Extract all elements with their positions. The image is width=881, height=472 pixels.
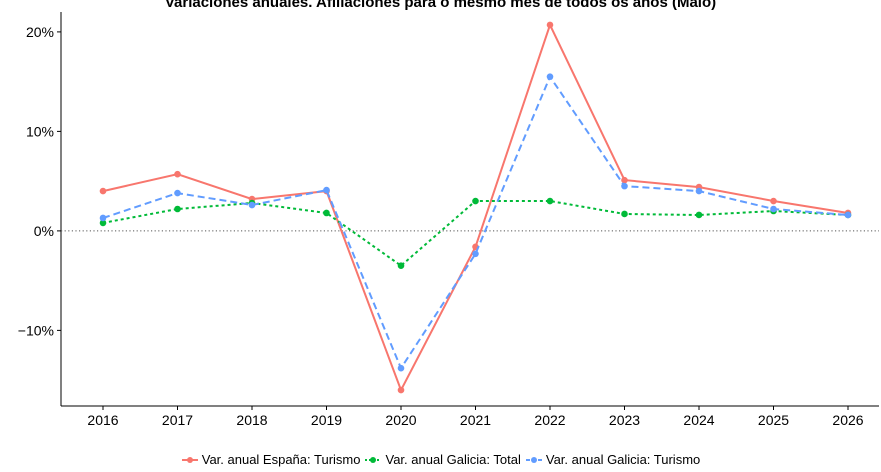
series-2-point [397,262,405,270]
series-3-point [546,73,554,80]
x-tick-label: 2026 [832,412,863,428]
legend-label: Var. anual Galicia: Turismo [545,452,701,467]
series-3-point [472,250,479,258]
series-3-point [99,214,107,222]
x-tick-label: 2018 [236,412,267,428]
series-2-point [174,205,181,213]
y-tick-label: 10% [26,123,54,139]
legend-label: Var. anual Galicia: Total [385,452,521,467]
series-2-point [621,210,628,218]
series-3-point [695,187,703,195]
series-2-point [695,211,703,219]
y-tick-label: −10% [18,322,54,338]
legend-key [525,456,542,463]
series-1-point [99,187,107,195]
x-tick-label: 2016 [87,412,118,428]
series-1-point [770,197,777,205]
line-chart: 20% 10% 0% −10% 2016 2017 2018 2019 2020 2021 2022… [18,12,879,428]
x-tick-label: 2024 [683,412,714,428]
series-3-point [397,364,405,372]
series-1-point [397,386,405,394]
legend: Var. anual España: Turismo Var. anual Gal… [0,452,881,468]
series-3-point [844,211,852,219]
series-1-point [174,170,181,178]
legend-key [365,456,382,463]
series-3-point [323,186,330,194]
series-3-point [621,182,628,190]
chart-title: Variaciones anuales. Afiliaciones para o… [164,0,717,11]
x-tick-label: 2020 [385,412,416,428]
legend-key [181,456,198,463]
x-tick-label: 2021 [460,412,491,428]
series-2-point [323,209,330,217]
series-1-point [546,21,554,29]
x-tick-label: 2025 [758,412,789,428]
series-2-point [99,219,107,227]
series-2-point [546,197,554,205]
x-tick-label: 2023 [609,412,640,428]
series-3-point [174,189,181,197]
x-tick-label: 2022 [534,412,565,428]
legend-item: Var. anual Galicia: Total [364,452,521,467]
series-2-point [472,197,479,205]
series-1-point [621,176,628,184]
series-3-point [770,205,777,213]
series-line-1 [102,22,849,393]
legend-item: Var. anual Galicia: Turismo [525,452,700,467]
legend-item: Var. anual España: Turismo [181,452,361,467]
legend-label: Var. anual España: Turismo [201,452,361,467]
y-tick-label: 0% [34,223,54,239]
series-line-3 [102,74,849,371]
series-3-point [248,201,256,209]
y-tick-label: 20% [26,24,54,40]
x-tick-label: 2017 [162,412,193,428]
x-tick-label: 2019 [311,412,342,428]
